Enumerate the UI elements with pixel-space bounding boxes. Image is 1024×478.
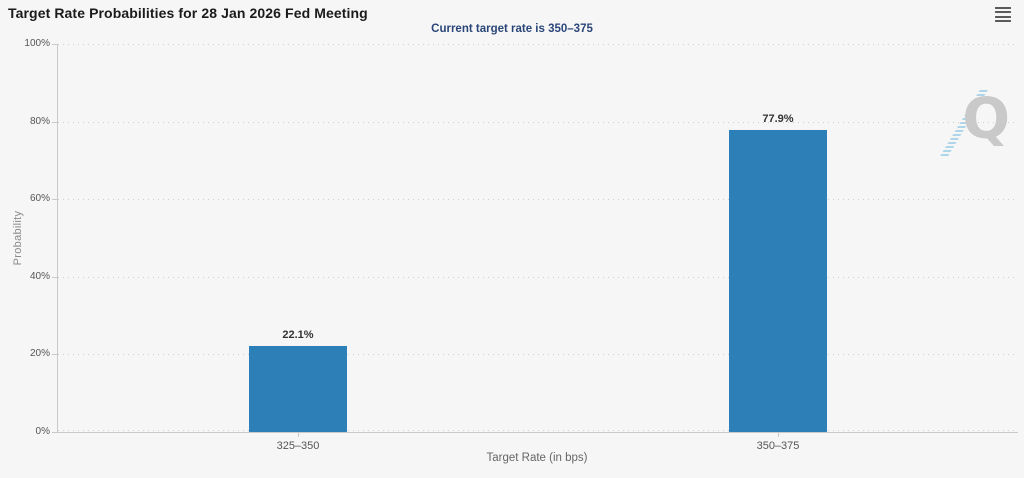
y-axis-tick [52,122,57,123]
x-axis-title: Target Rate (in bps) [486,452,588,464]
gridline-80 [58,122,1018,123]
hamburger-bar [995,15,1011,18]
y-tick-label: 100% [24,38,50,49]
gridline-60 [58,199,1018,200]
hamburger-menu-icon[interactable] [995,6,1011,23]
y-tick-label: 60% [29,193,50,204]
chart-subtitle: Current target rate is 350–375 [431,23,593,35]
y-axis-tick [52,432,57,433]
y-tick-label: 20% [29,348,50,359]
x-axis-tick [298,432,299,437]
probability-bar[interactable] [729,130,827,432]
hamburger-bar [995,11,1011,14]
gridline-20 [58,354,1018,355]
y-axis-title: Probability [12,210,24,266]
bar-value-label: 22.1% [282,329,314,341]
quikstrike-q-icon: Q [962,87,1010,152]
chart-title: Target Rate Probabilities for 28 Jan 202… [8,5,368,21]
y-axis-tick [52,277,57,278]
gridline-40 [58,277,1018,278]
y-tick-label: 40% [29,271,50,282]
x-category-label: 350–375 [756,440,800,452]
hamburger-bar [995,7,1011,9]
hamburger-bar [995,19,1011,22]
gridline-100 [58,44,1018,45]
quikstrike-logo: Q [940,87,1012,160]
y-tick-label: 0% [35,426,50,437]
y-axis-tick [52,354,57,355]
probability-bar[interactable] [249,346,347,432]
bar-value-label: 77.9% [762,113,794,125]
plot-area: Q 0% 20% 40% 60% 80% 100% 22.1% 325–350 77.9% 350… [24,38,1018,452]
x-axis-tick [778,432,779,437]
y-axis-tick [52,199,57,200]
x-category-label: 325–350 [276,440,320,452]
y-tick-label: 80% [29,116,50,127]
gridline-0 [58,430,1018,431]
quikstrike-stripes-icon [940,90,988,156]
y-axis-tick [52,44,57,45]
